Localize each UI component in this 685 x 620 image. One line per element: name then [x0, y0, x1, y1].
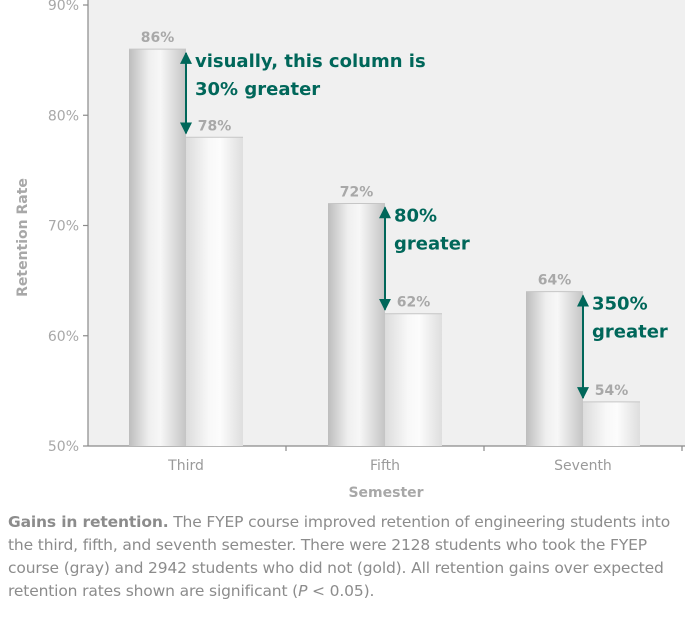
- retention-bar-chart: 50% 60% 70% 80% 90% Retention Rate Semester 86%…: [15, 0, 685, 501]
- bar-seventh-series-1: [526, 291, 583, 446]
- data-label-third-series-2: 78%: [198, 118, 232, 134]
- y-tick-label: 80%: [48, 108, 79, 124]
- x-tick-label: Fifth: [370, 458, 400, 474]
- data-label-fifth-series-1: 72%: [340, 184, 374, 200]
- bar-seventh-series-2: [583, 401, 640, 446]
- y-tick-label: 90%: [48, 0, 79, 14]
- figure-caption: Gains in retention. The FYEP course impr…: [8, 511, 684, 603]
- data-label-seventh-series-1: 64%: [538, 273, 572, 289]
- annotation-text-seventh: greater: [592, 322, 668, 343]
- data-label-seventh-series-2: 54%: [595, 383, 629, 399]
- annotation-text-fifth: greater: [394, 233, 470, 254]
- bar-third-series-1: [129, 49, 186, 446]
- bar-fifth-series-2: [385, 313, 442, 446]
- y-tick-label: 70%: [48, 219, 79, 235]
- bar-third-series-2: [186, 137, 243, 447]
- caption-body: The FYEP course improved retention of en…: [8, 513, 671, 600]
- data-label-fifth-series-2: 62%: [397, 295, 431, 311]
- annotation-text-third: visually, this column is: [195, 51, 426, 72]
- caption-title: Gains in retention.: [8, 513, 169, 531]
- y-tick-label: 50%: [48, 439, 79, 455]
- caption-p-rest: < 0.05).: [307, 582, 375, 600]
- annotation-text-third: 30% greater: [195, 79, 320, 100]
- x-tick-label: Third: [167, 458, 204, 474]
- bar-fifth-series-1: [328, 203, 385, 446]
- annotation-text-fifth: 80%: [394, 205, 437, 226]
- y-tick-label: 60%: [48, 329, 79, 345]
- x-axis-title: Semester: [348, 485, 423, 501]
- annotation-text-seventh: 350%: [592, 294, 648, 315]
- x-tick-label: Seventh: [554, 458, 612, 474]
- data-label-third-series-1: 86%: [141, 30, 175, 46]
- y-axis-title: Retention Rate: [15, 178, 31, 297]
- caption-p-symbol: P: [298, 582, 308, 600]
